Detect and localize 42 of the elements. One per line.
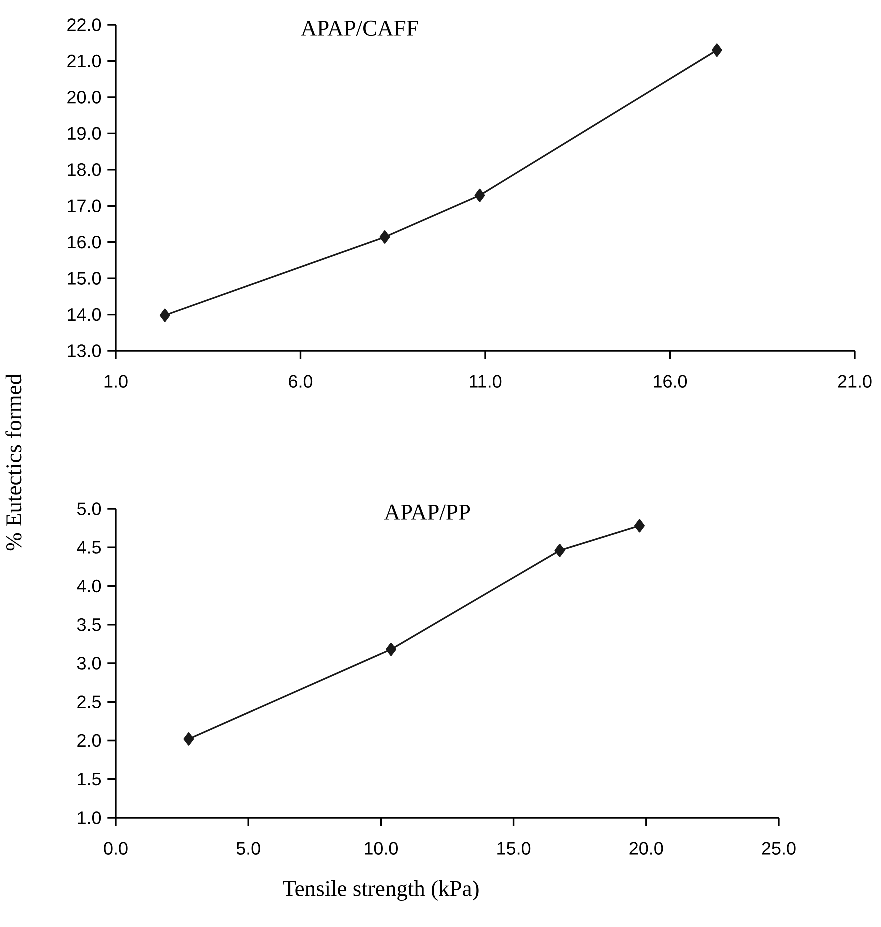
x-tick-label: 16.0 <box>654 375 688 388</box>
y-tick-label: 2.0 <box>78 734 102 748</box>
y-tick-label: 4.0 <box>77 580 102 593</box>
y-tick-label: 17.0 <box>68 200 102 212</box>
y-tick-label: 14.0 <box>68 308 102 322</box>
point <box>386 642 396 656</box>
y-tick-label: 20.0 <box>68 91 102 104</box>
y-tick-label: 1.0 <box>78 812 102 824</box>
x-axis-title: Tensile strength (kPa) <box>283 880 479 902</box>
x-tick-label: 20.0 <box>630 842 664 855</box>
point <box>474 188 486 202</box>
x-tick-label: 21.0 <box>838 375 872 388</box>
chart-title: APAP/CAFF <box>301 20 418 36</box>
y-tick-label: 5.0 <box>77 502 102 516</box>
x-tick-label: 15.0 <box>498 842 531 855</box>
chart-title: APAP/PP <box>384 504 470 520</box>
y-tick-label: 4.5 <box>77 541 102 554</box>
y-tick-label: 1.5 <box>78 773 102 786</box>
point <box>712 44 722 58</box>
y-axis-title: % Eutectics formed <box>6 374 22 551</box>
x-tick-label: 6.0 <box>289 375 313 388</box>
point <box>160 308 170 322</box>
y-tick-label: 2.5 <box>78 696 102 709</box>
point <box>554 544 566 558</box>
y-tick-label: 15.0 <box>68 272 102 285</box>
y-tick-label: 19.0 <box>68 127 102 140</box>
x-tick-label: 0.0 <box>104 842 128 855</box>
point <box>634 519 645 533</box>
y-tick-label: 21.0 <box>68 54 102 68</box>
point <box>184 732 194 746</box>
x-tick-label: 1.0 <box>104 375 128 388</box>
y-tick-label: 18.0 <box>68 164 102 176</box>
x-tick-label: 11.0 <box>470 375 502 388</box>
x-tick-label: 5.0 <box>236 842 260 855</box>
x-tick-label: 10.0 <box>365 842 398 855</box>
y-tick-label: 22.0 <box>68 18 102 32</box>
y-tick-label: 3.5 <box>77 618 102 632</box>
y-tick-label: 13.0 <box>68 344 102 358</box>
y-tick-label: 16.0 <box>68 236 102 249</box>
point <box>380 230 390 244</box>
x-tick-label: 25.0 <box>762 842 796 855</box>
y-tick-label: 3.0 <box>77 657 102 670</box>
